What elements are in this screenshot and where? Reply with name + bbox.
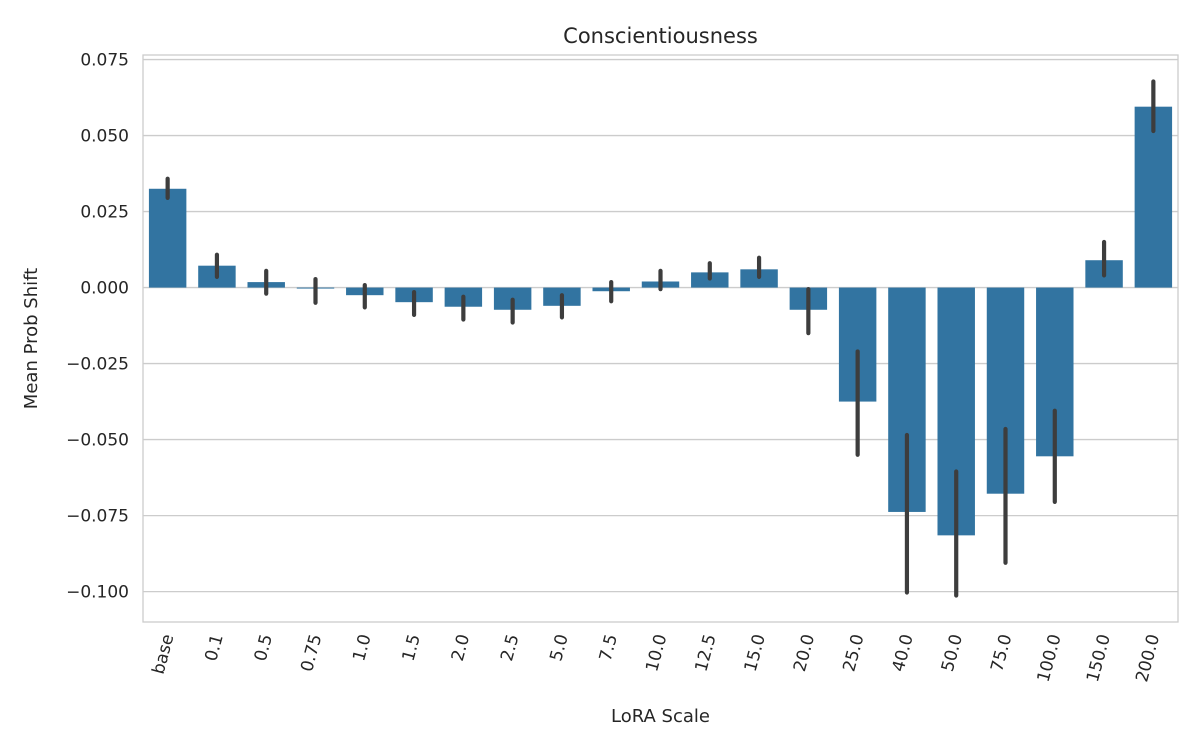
y-tick-label: 0.050 xyxy=(80,127,129,147)
x-tick-label-2.0: 2.0 xyxy=(448,632,474,663)
x-tick-label-1.0: 1.0 xyxy=(349,632,375,663)
bars-layer xyxy=(148,106,1173,536)
x-tick-label-10.0: 10.0 xyxy=(642,632,671,674)
x-tick-label-20.0: 20.0 xyxy=(790,632,819,674)
x-tick-label-15.0: 15.0 xyxy=(741,632,770,674)
y-axis-label: Mean Prob Shift xyxy=(21,268,42,409)
x-tick-label-50.0: 50.0 xyxy=(938,632,967,674)
y-tick-labels: 0.075 0.050 0.025 0.000 −0.025 −0.050 −0.075 −0… xyxy=(66,51,129,603)
x-tick-label-7.5: 7.5 xyxy=(596,632,622,663)
y-tick-label: 0.075 xyxy=(80,51,129,71)
y-tick-label: 0.000 xyxy=(80,279,129,299)
x-tick-label-150.0: 150.0 xyxy=(1083,632,1115,684)
x-tick-label-25.0: 25.0 xyxy=(839,632,868,674)
y-tick-label: 0.025 xyxy=(80,203,129,223)
x-tick-labels: base 0.1 0.5 0.75 1.0 1.5 2.0 2.5 5.0 7.5 10.0 12.5… xyxy=(149,632,1165,684)
y-tick-label: −0.075 xyxy=(66,507,129,527)
x-tick-label-5.0: 5.0 xyxy=(546,632,572,663)
x-tick-label-40.0: 40.0 xyxy=(889,632,918,674)
x-tick-label-0.1: 0.1 xyxy=(201,632,227,663)
x-tick-label-0.5: 0.5 xyxy=(251,632,277,663)
chart-title: Conscientiousness xyxy=(563,24,758,48)
bar-200.0 xyxy=(1134,106,1173,288)
x-axis-label: LoRA Scale xyxy=(611,706,710,727)
y-tick-label: −0.100 xyxy=(66,583,129,603)
x-tick-label-base: base xyxy=(149,632,179,676)
errorbars-layer xyxy=(165,79,1156,598)
y-tick-label: −0.025 xyxy=(66,355,129,375)
bar-base xyxy=(148,188,187,288)
x-tick-label-1.5: 1.5 xyxy=(399,632,425,663)
plot-frame xyxy=(142,54,1179,623)
x-tick-label-75.0: 75.0 xyxy=(987,632,1016,674)
x-tick-label-0.75: 0.75 xyxy=(297,632,326,674)
x-tick-label-100.0: 100.0 xyxy=(1034,632,1066,684)
x-tick-label-2.5: 2.5 xyxy=(497,632,523,663)
y-tick-label: −0.050 xyxy=(66,431,129,451)
x-tick-label-200.0: 200.0 xyxy=(1132,632,1164,684)
x-tick-label-12.5: 12.5 xyxy=(691,632,720,674)
